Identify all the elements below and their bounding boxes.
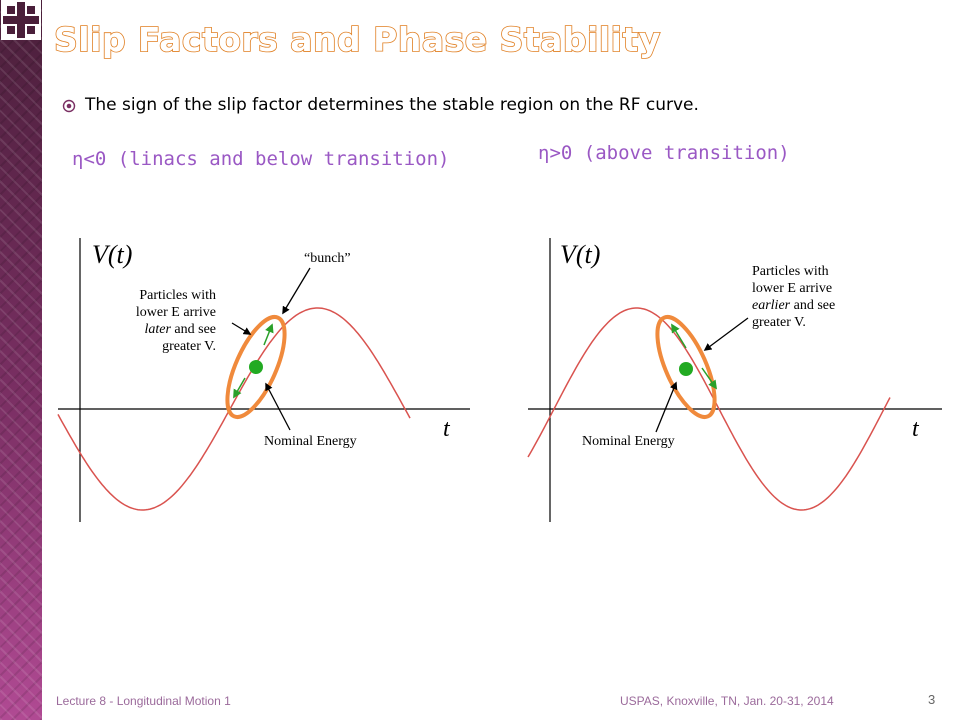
right-nominal-dot	[679, 362, 693, 376]
footer-venue: USPAS, Knoxville, TN, Jan. 20-31, 2014	[620, 694, 834, 708]
sidebar-decoration	[0, 0, 42, 720]
right-heading: η>0 (above transition)	[538, 142, 790, 164]
target-bullet-icon	[62, 98, 76, 113]
right-arrow-down	[701, 367, 718, 390]
bullet-item: The sign of the slip factor determines t…	[62, 95, 699, 115]
left-nominal-dot	[249, 360, 263, 374]
left-v-label: V(t)	[92, 240, 133, 269]
left-arrow-up	[263, 323, 274, 346]
bullet-text: The sign of the slip factor determines t…	[85, 95, 699, 115]
right-nominal-label: Nominal Energy	[582, 434, 675, 449]
right-v-label: V(t)	[560, 240, 601, 269]
fermilab-logo	[1, 0, 41, 40]
right-bunch-ellipse	[655, 315, 717, 419]
right-note-pointer	[703, 317, 749, 351]
left-note-pointer	[231, 322, 252, 335]
left-nominal-pointer	[265, 382, 291, 431]
left-rf-curve	[57, 307, 411, 511]
left-bunch-pointer	[282, 267, 311, 315]
left-bunch-ellipse	[225, 315, 287, 419]
page-number: 3	[928, 692, 936, 707]
left-arrow-down	[233, 377, 246, 399]
right-rf-curve	[527, 307, 891, 511]
footer-lecture: Lecture 8 - Longitudinal Motion 1	[56, 694, 231, 708]
left-note: Particles with lower E arrive later and …	[135, 288, 216, 354]
left-t-label: t	[443, 416, 450, 442]
left-nominal-label: Nominal Energy	[264, 434, 357, 449]
left-bunch-label: “bunch”	[304, 251, 351, 266]
right-nominal-pointer	[655, 381, 678, 433]
slide-title: Slip Factors and Phase Stability	[53, 19, 661, 60]
right-arrow-up	[671, 323, 687, 349]
right-t-label: t	[912, 416, 919, 442]
right-note: Particles with lower E arrive earlier an…	[752, 264, 836, 330]
left-heading: η<0 (linacs and below transition)	[72, 148, 450, 170]
